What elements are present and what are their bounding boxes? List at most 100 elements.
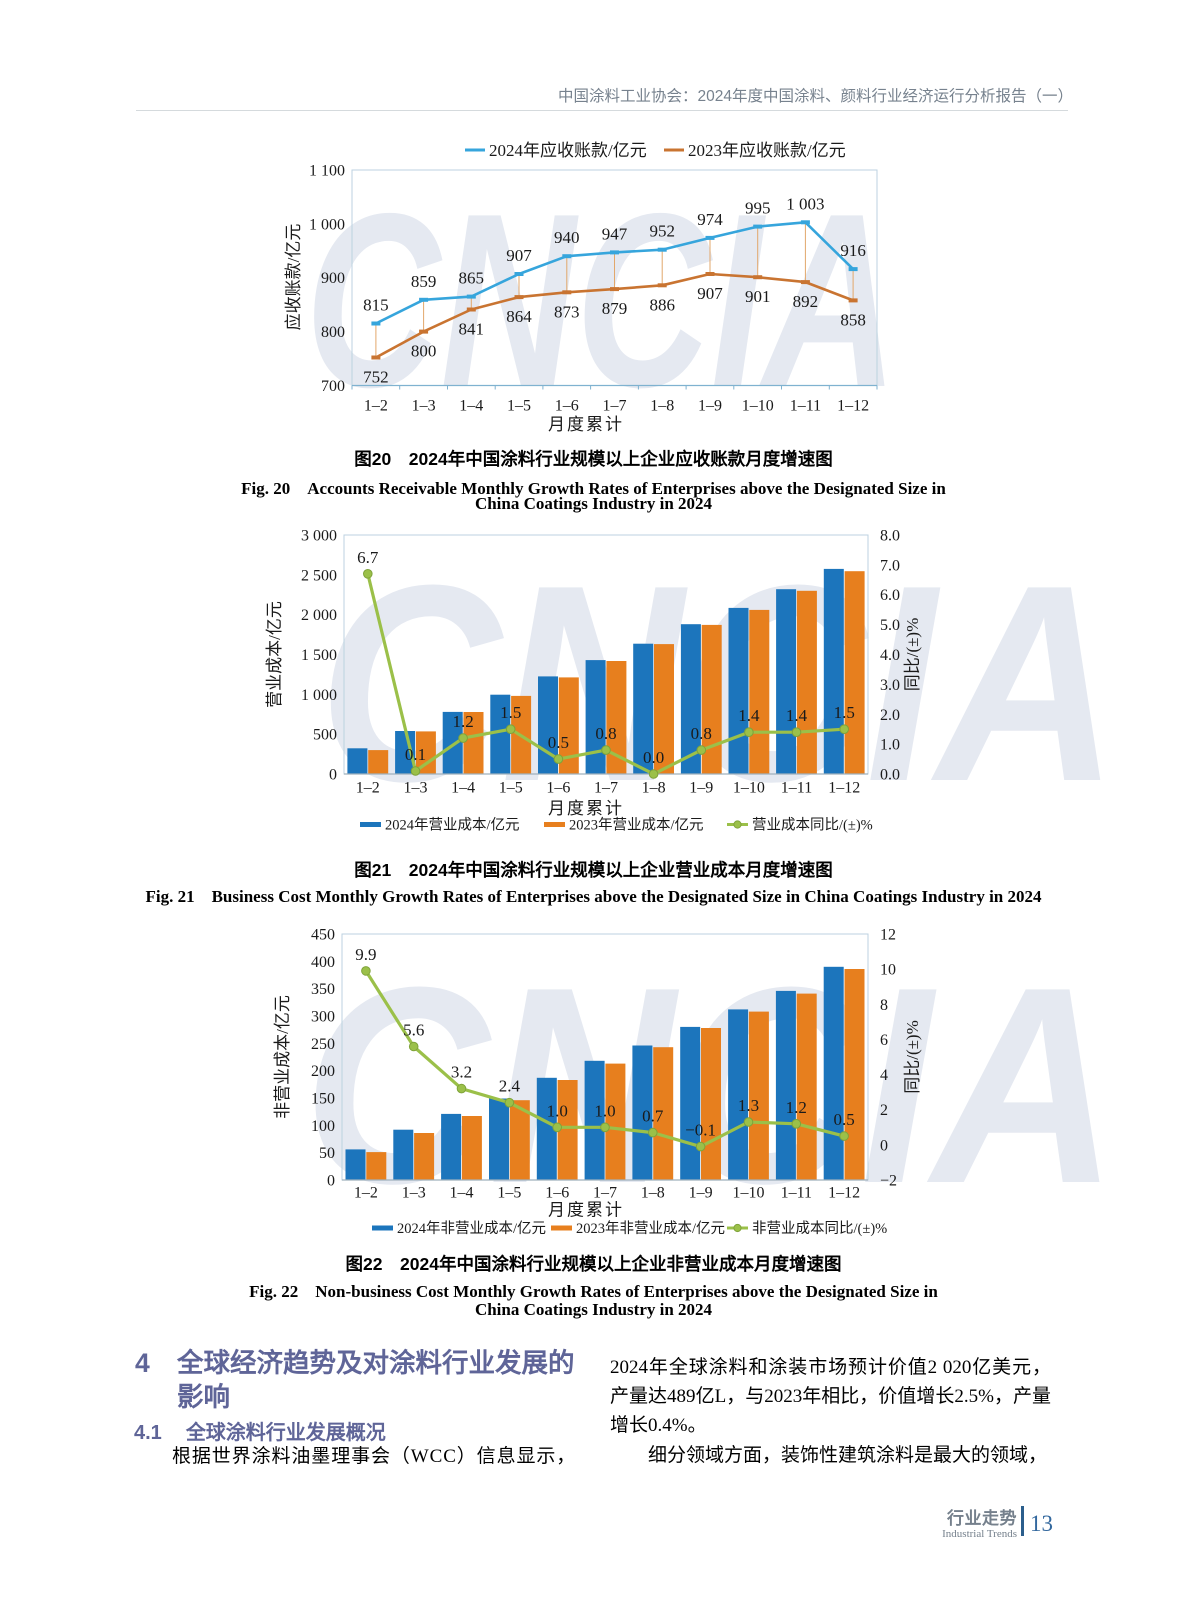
svg-text:6.7: 6.7 (357, 548, 379, 567)
svg-text:800: 800 (411, 342, 437, 361)
svg-text:879: 879 (602, 299, 628, 318)
svg-text:0.7: 0.7 (642, 1107, 664, 1126)
svg-text:907: 907 (506, 246, 532, 265)
svg-text:400: 400 (311, 954, 335, 971)
svg-text:月度累计: 月度累计 (548, 415, 624, 434)
svg-text:1–10: 1–10 (742, 398, 774, 415)
svg-text:应收账款/亿元: 应收账款/亿元 (284, 224, 303, 331)
svg-text:974: 974 (697, 210, 723, 229)
svg-text:12: 12 (880, 927, 896, 944)
svg-text:5.0: 5.0 (880, 617, 900, 634)
svg-text:0: 0 (327, 1173, 335, 1190)
svg-text:901: 901 (745, 287, 771, 306)
svg-text:916: 916 (840, 241, 866, 260)
svg-text:8.0: 8.0 (880, 528, 900, 545)
svg-text:8: 8 (880, 997, 888, 1014)
svg-text:10: 10 (880, 962, 896, 979)
svg-text:1–3: 1–3 (404, 780, 428, 797)
svg-text:2.4: 2.4 (499, 1077, 521, 1096)
svg-text:1–2: 1–2 (364, 398, 388, 415)
svg-text:2 500: 2 500 (301, 567, 337, 584)
svg-text:−0.1: −0.1 (685, 1121, 716, 1140)
svg-text:1–12: 1–12 (828, 780, 860, 797)
svg-text:1–9: 1–9 (698, 398, 722, 415)
svg-text:886: 886 (649, 295, 675, 314)
svg-text:995: 995 (745, 199, 771, 218)
svg-text:841: 841 (459, 320, 485, 339)
svg-text:0: 0 (880, 1137, 888, 1154)
svg-text:0: 0 (329, 767, 337, 784)
svg-text:月度累计: 月度累计 (548, 799, 624, 818)
svg-text:865: 865 (459, 269, 485, 288)
svg-text:1–7: 1–7 (594, 780, 618, 797)
svg-text:864: 864 (506, 307, 532, 326)
svg-text:1–6: 1–6 (546, 780, 570, 797)
svg-text:1–4: 1–4 (459, 398, 483, 415)
svg-text:450: 450 (311, 927, 335, 944)
svg-text:1–5: 1–5 (507, 398, 531, 415)
svg-text:2.0: 2.0 (880, 707, 900, 724)
svg-text:营业成本同比/(±)%: 营业成本同比/(±)% (752, 817, 873, 834)
svg-text:1.4: 1.4 (738, 706, 760, 725)
svg-text:1–10: 1–10 (733, 1185, 765, 1202)
svg-text:1.0: 1.0 (547, 1101, 568, 1120)
svg-text:1–2: 1–2 (356, 780, 380, 797)
svg-text:3.2: 3.2 (451, 1063, 472, 1082)
svg-text:815: 815 (363, 296, 389, 315)
svg-text:1–11: 1–11 (790, 398, 821, 415)
svg-text:营业成本/亿元: 营业成本/亿元 (265, 601, 284, 708)
svg-text:3 000: 3 000 (301, 528, 337, 545)
svg-text:1–6: 1–6 (555, 398, 579, 415)
svg-text:1.2: 1.2 (786, 1098, 807, 1117)
svg-text:非营业成本同比/(±)%: 非营业成本同比/(±)% (752, 1220, 887, 1237)
svg-text:4: 4 (880, 1067, 888, 1084)
svg-text:1.5: 1.5 (834, 703, 855, 722)
svg-text:0.1: 0.1 (405, 745, 426, 764)
svg-text:1–11: 1–11 (781, 1185, 812, 1202)
svg-text:940: 940 (554, 228, 580, 247)
svg-text:2023年营业成本/亿元: 2023年营业成本/亿元 (569, 817, 704, 834)
svg-text:0.8: 0.8 (691, 724, 712, 743)
svg-text:1–12: 1–12 (837, 398, 869, 415)
svg-text:1–9: 1–9 (689, 780, 713, 797)
svg-text:−2: −2 (880, 1173, 897, 1190)
svg-text:月度累计: 月度累计 (548, 1201, 624, 1220)
svg-text:1 000: 1 000 (301, 687, 337, 704)
svg-text:2 000: 2 000 (301, 607, 337, 624)
svg-text:1–3: 1–3 (402, 1185, 426, 1202)
svg-text:CNCIA: CNCIA (305, 161, 898, 439)
svg-text:800: 800 (321, 324, 345, 341)
svg-text:2024年非营业成本/亿元: 2024年非营业成本/亿元 (397, 1220, 546, 1237)
svg-text:350: 350 (311, 981, 335, 998)
svg-text:1.4: 1.4 (786, 706, 808, 725)
svg-text:50: 50 (319, 1145, 335, 1162)
svg-text:7.0: 7.0 (880, 557, 900, 574)
svg-text:6: 6 (880, 1032, 888, 1049)
svg-text:1–5: 1–5 (497, 1185, 521, 1202)
svg-text:2023年非营业成本/亿元: 2023年非营业成本/亿元 (576, 1220, 725, 1237)
svg-text:9.9: 9.9 (355, 945, 376, 964)
svg-text:0.5: 0.5 (548, 733, 569, 752)
svg-text:947: 947 (602, 224, 628, 243)
svg-text:900: 900 (321, 270, 345, 287)
svg-text:1 100: 1 100 (309, 163, 345, 180)
svg-text:700: 700 (321, 378, 345, 395)
svg-text:1.5: 1.5 (500, 703, 521, 722)
svg-text:1–2: 1–2 (354, 1185, 378, 1202)
svg-text:1–9: 1–9 (689, 1185, 713, 1202)
svg-text:150: 150 (311, 1091, 335, 1108)
svg-text:1–7: 1–7 (593, 1185, 617, 1202)
svg-text:892: 892 (793, 292, 819, 311)
svg-text:2024年应收账款/亿元: 2024年应收账款/亿元 (489, 141, 647, 160)
svg-text:1–11: 1–11 (781, 780, 812, 797)
svg-text:1–8: 1–8 (650, 398, 674, 415)
svg-text:1–10: 1–10 (733, 780, 765, 797)
svg-text:907: 907 (697, 284, 723, 303)
svg-text:0.8: 0.8 (595, 724, 616, 743)
svg-text:952: 952 (649, 222, 675, 241)
svg-text:1 500: 1 500 (301, 647, 337, 664)
svg-text:2: 2 (880, 1102, 888, 1119)
svg-text:0.5: 0.5 (833, 1110, 854, 1129)
svg-text:同比/(±)%: 同比/(±)% (903, 1020, 922, 1094)
svg-text:0.0: 0.0 (880, 767, 900, 784)
